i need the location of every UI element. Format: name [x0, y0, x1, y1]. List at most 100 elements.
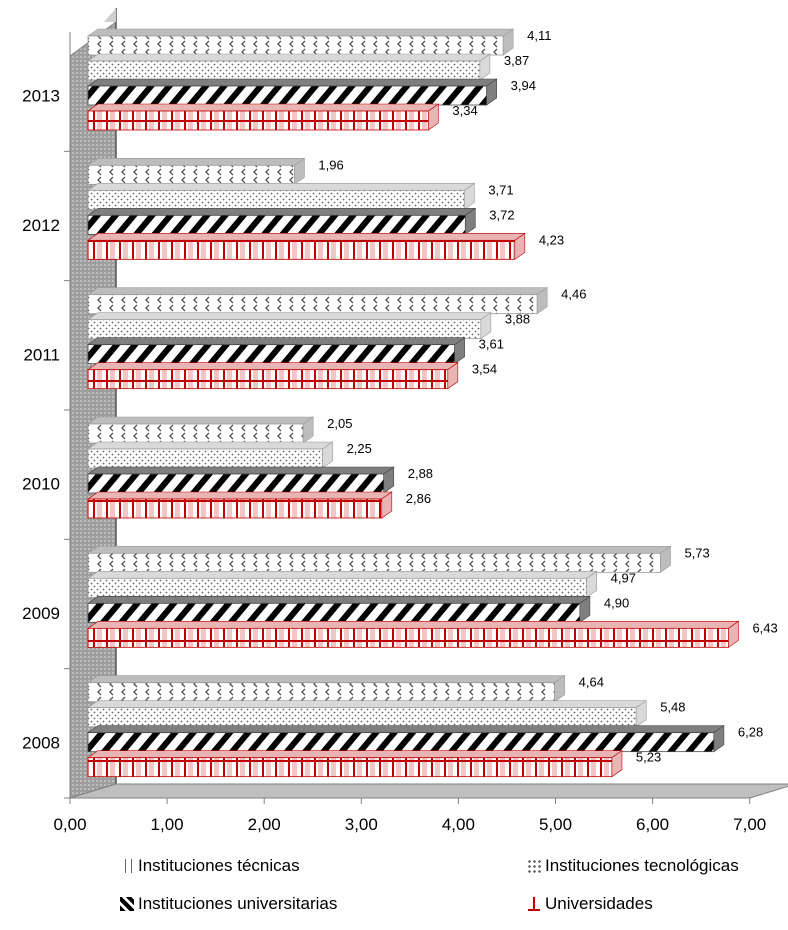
data-label: 3,88 — [505, 312, 530, 327]
bar — [87, 164, 295, 185]
bar-side — [728, 620, 739, 648]
bar — [87, 757, 613, 778]
bar-top — [87, 183, 476, 191]
bar — [87, 682, 556, 703]
bar-top — [87, 53, 491, 62]
y-category-label: 2009 — [22, 604, 60, 623]
bar-top — [87, 546, 672, 554]
bar-top — [87, 233, 526, 241]
bar — [87, 214, 466, 235]
data-label: 5,73 — [684, 545, 709, 560]
bar-top — [87, 28, 515, 37]
bar-top — [87, 287, 549, 295]
bar-side — [586, 570, 597, 598]
bar-side — [464, 182, 475, 210]
x-tick-label: 1,00 — [151, 815, 184, 834]
data-label: 3,54 — [472, 362, 497, 377]
x-tick-label: 2,00 — [248, 815, 281, 834]
x-tick-label: 5,00 — [539, 815, 572, 834]
bar-side — [713, 725, 725, 753]
bar-side — [454, 337, 465, 365]
y-category-label: 2011 — [23, 345, 60, 364]
wall-cap — [104, 8, 116, 22]
bar-top — [87, 750, 623, 758]
data-label: 5,23 — [636, 750, 661, 765]
bar-side — [447, 362, 459, 390]
x-tick-label: 6,00 — [636, 815, 669, 834]
bar — [87, 498, 383, 519]
bar-side — [383, 466, 395, 494]
bar-side — [635, 700, 647, 728]
data-label: 3,87 — [504, 53, 529, 68]
bar — [87, 627, 729, 648]
legend-item: Instituciones técnicas — [120, 856, 300, 876]
data-label: 4,64 — [579, 675, 604, 690]
data-label: 1,96 — [318, 157, 343, 172]
bar-side — [428, 103, 439, 131]
legend-item: Universidades — [527, 894, 653, 914]
bar — [87, 707, 637, 728]
bar-top — [87, 416, 315, 425]
legend-swatch-icon — [527, 897, 541, 911]
data-label: 4,46 — [561, 287, 586, 302]
legend-swatch-icon — [120, 859, 134, 873]
bar-top — [87, 362, 459, 370]
bar — [87, 577, 588, 598]
legend-item: Instituciones tecnológicas — [527, 856, 739, 876]
bar-side — [536, 287, 548, 315]
data-label: 3,71 — [488, 182, 513, 197]
bar — [87, 552, 661, 573]
bar-side — [611, 750, 623, 778]
bar-top — [87, 158, 306, 166]
bar — [87, 448, 323, 469]
data-label: 3,72 — [489, 207, 514, 222]
bar-top — [87, 441, 334, 450]
data-label: 3,94 — [511, 78, 536, 93]
data-label: 4,11 — [527, 28, 551, 43]
bar — [87, 85, 488, 106]
data-label: 2,25 — [347, 441, 372, 456]
bar-side — [381, 491, 393, 519]
x-tick-label: 3,00 — [345, 815, 378, 834]
y-category-label: 2008 — [22, 733, 60, 752]
bar-side — [302, 416, 314, 444]
bar — [87, 319, 482, 340]
legend-label: Instituciones tecnológicas — [545, 856, 739, 875]
bar-top — [87, 103, 440, 112]
legend-swatch-icon — [527, 859, 541, 873]
bar — [87, 110, 429, 131]
y-category-label: 2012 — [22, 216, 60, 235]
data-label: 3,61 — [479, 337, 504, 352]
bar-side — [486, 78, 497, 106]
bar-top — [87, 78, 498, 87]
bar — [87, 473, 385, 494]
bar-top — [87, 621, 740, 629]
bar-side — [465, 207, 476, 235]
bar-side — [579, 595, 591, 623]
plot-area: 0,00 1,00 2,00 3,00 4,00 5,00 6,00 7,00 2008 4,64… — [22, 8, 788, 834]
bar-top — [87, 571, 598, 579]
bar-top — [87, 337, 466, 345]
bar — [87, 35, 504, 56]
data-label: 4,23 — [539, 232, 564, 247]
bar-side — [660, 545, 671, 573]
legend-swatch-icon — [120, 897, 134, 911]
data-label: 5,48 — [660, 700, 685, 715]
legend-label: Universidades — [545, 894, 653, 913]
bar — [87, 344, 456, 365]
data-label: 2,88 — [408, 466, 433, 481]
bar — [87, 732, 715, 753]
data-label: 6,43 — [752, 620, 777, 635]
bar-top — [87, 675, 566, 683]
data-label: 2,05 — [327, 416, 352, 431]
y-category-label: 2013 — [22, 87, 60, 106]
bar — [87, 60, 481, 81]
bar-top — [87, 596, 591, 604]
y-category-label: 2010 — [22, 475, 60, 494]
bar — [87, 239, 516, 260]
legend-label: Instituciones universitarias — [138, 894, 338, 913]
x-tick-label: 7,00 — [733, 815, 766, 834]
bar-side — [554, 675, 565, 703]
bar-top — [87, 725, 725, 733]
